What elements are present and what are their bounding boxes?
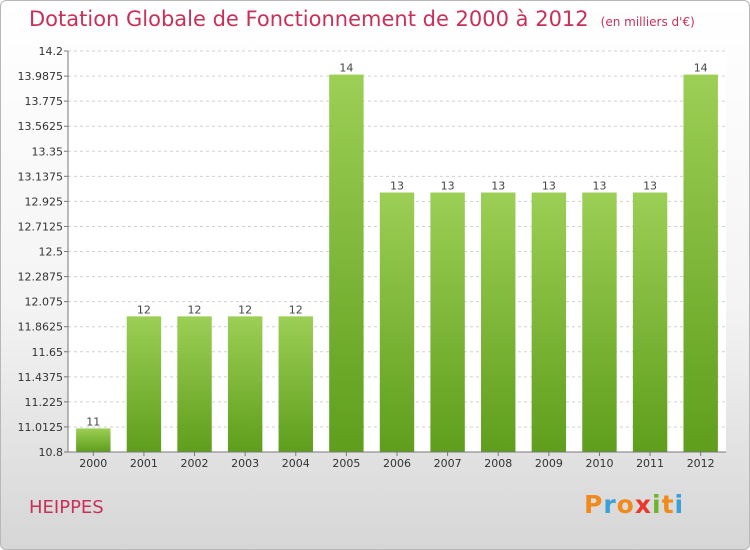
x-tick-label-2012: 2012	[687, 457, 715, 470]
bar-2005	[329, 74, 364, 453]
bar-2009	[531, 192, 567, 452]
x-axis: 2000 2001 2002 2003 2004 2005 2006 2007 2008 2009…	[68, 451, 726, 470]
bar-2006	[379, 192, 415, 452]
value-label-2000: 11	[86, 415, 100, 428]
y-tick-label: 13.5625	[18, 120, 64, 133]
y-tick-label: 11.65	[32, 346, 64, 359]
commune-name: HEIPPES	[29, 497, 104, 518]
y-tick-label: 13.35	[32, 145, 64, 158]
y-axis: 10.8 11.0125 11.225 11.4375 11.65 11.8625 12.0…	[18, 45, 69, 459]
unit-label: (en milliers d'€)	[600, 15, 695, 29]
value-label-2005: 14	[339, 62, 353, 75]
y-tick-label: 12.5	[39, 246, 64, 259]
chart-title: Dotation Globale de Fonctionnement de 20…	[29, 7, 695, 31]
logo-letter: P	[584, 490, 604, 519]
y-tick-label: 11.225	[25, 396, 64, 409]
value-label-2002: 12	[188, 303, 202, 316]
y-tick-label: 13.9875	[18, 70, 64, 83]
x-tick-label-2000: 2000	[79, 457, 107, 470]
proxiti-logo: Proxiti	[584, 490, 684, 519]
bar-2001	[126, 316, 162, 452]
bar-2011	[632, 192, 668, 452]
x-tick-label-2002: 2002	[181, 457, 209, 470]
value-label-2003: 12	[238, 303, 252, 316]
logo-letter: r	[603, 490, 617, 519]
y-tick-label: 11.0125	[18, 421, 64, 434]
value-label-2012: 14	[694, 62, 708, 75]
y-tick-label: 14.2	[39, 45, 64, 58]
value-label-2007: 13	[441, 180, 455, 193]
x-tick-label-2005: 2005	[332, 457, 360, 470]
x-tick-label-2004: 2004	[282, 457, 310, 470]
value-label-2010: 13	[592, 180, 606, 193]
title-text: Dotation Globale de Fonctionnement de 20…	[29, 7, 589, 31]
logo-letter: o	[616, 490, 635, 519]
x-tick-label-2007: 2007	[434, 457, 462, 470]
value-label-2008: 13	[491, 180, 505, 193]
y-tick-label: 11.4375	[18, 371, 64, 384]
y-tick-label: 11.8625	[18, 321, 64, 334]
y-tick-label: 10.8	[39, 446, 64, 459]
logo-letter: i	[652, 490, 662, 519]
bar-2003	[227, 316, 263, 452]
x-tick-label-2008: 2008	[484, 457, 512, 470]
logo-letter: x	[634, 490, 652, 519]
logo-letter: t	[661, 490, 675, 519]
x-tick-label-2009: 2009	[535, 457, 563, 470]
x-tick-label-2003: 2003	[231, 457, 259, 470]
value-label-2009: 13	[542, 180, 556, 193]
x-tick-label-2010: 2010	[585, 457, 613, 470]
y-tick-label: 12.2875	[18, 271, 64, 284]
bar-2002	[177, 316, 212, 452]
bar-2000	[76, 428, 111, 452]
bar-2010	[582, 192, 617, 452]
bars: 11 12 12 12 12 14 13 13 13 13 13 13 14	[76, 62, 718, 453]
bar-2012	[683, 74, 718, 453]
value-label-2011: 13	[643, 180, 657, 193]
value-label-2006: 13	[390, 180, 404, 193]
value-label-2001: 12	[137, 303, 151, 316]
x-tick-label-2001: 2001	[130, 457, 158, 470]
y-tick-label: 12.7125	[18, 220, 64, 233]
logo-letter: i	[674, 490, 685, 519]
bar-2004	[278, 316, 313, 452]
value-label-2004: 12	[289, 303, 303, 316]
y-tick-label: 12.925	[25, 195, 64, 208]
x-tick-label-2006: 2006	[383, 457, 411, 470]
y-tick-label: 13.775	[25, 95, 64, 108]
bar-2007	[430, 192, 465, 452]
y-tick-label: 13.1375	[18, 170, 64, 183]
y-tick-label: 12.075	[25, 296, 64, 309]
x-tick-label-2011: 2011	[636, 457, 664, 470]
bar-2008	[481, 192, 516, 452]
